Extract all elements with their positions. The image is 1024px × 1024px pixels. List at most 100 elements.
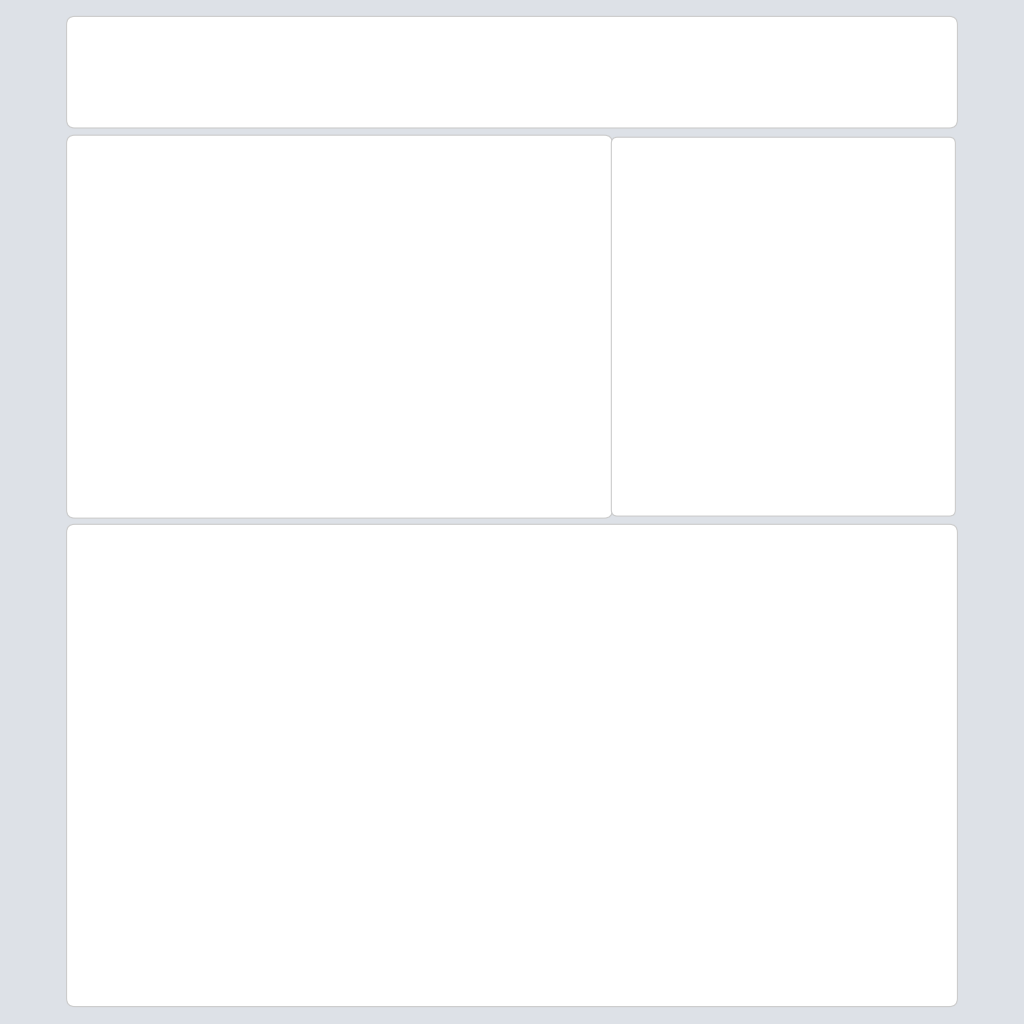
Text: 1,597: 1,597 <box>555 870 578 880</box>
Text: CT: CT <box>534 275 541 280</box>
Text: 1,049: 1,049 <box>714 870 736 880</box>
Text: 35: 35 <box>567 843 578 852</box>
Bar <box>617 443 949 476</box>
Text: USD 9.90: USD 9.90 <box>382 952 419 962</box>
Bar <box>342 250 387 293</box>
Text: Reach: Reach <box>288 843 312 852</box>
Bar <box>515 281 527 311</box>
Bar <box>406 308 455 345</box>
Circle shape <box>546 641 558 647</box>
Text: OK: OK <box>332 349 339 353</box>
Circle shape <box>509 641 521 647</box>
Text: Clicks: Clicks <box>184 45 218 57</box>
Bar <box>457 292 485 329</box>
Text: Illinois, United States: Illinois, United States <box>631 486 756 500</box>
Text: 1,205: 1,205 <box>184 81 259 105</box>
Text: SD: SD <box>303 239 310 243</box>
Bar <box>457 357 485 394</box>
Bar <box>350 290 395 339</box>
Bar <box>757 608 900 806</box>
Bar <box>540 268 552 287</box>
Bar <box>438 413 479 486</box>
Circle shape <box>786 641 799 647</box>
Circle shape <box>392 666 401 670</box>
FancyBboxPatch shape <box>278 586 430 987</box>
Circle shape <box>148 666 157 670</box>
Text: Spend: Spend <box>288 952 313 962</box>
Bar <box>296 293 350 336</box>
Text: ME: ME <box>558 232 566 237</box>
Bar <box>492 296 517 321</box>
FancyBboxPatch shape <box>764 666 893 778</box>
Text: RI: RI <box>543 275 548 280</box>
Circle shape <box>862 641 874 647</box>
Text: VT: VT <box>534 245 541 249</box>
Circle shape <box>825 641 838 647</box>
Text: Impressions: Impressions <box>130 870 178 880</box>
Text: Reach: Reach <box>605 843 630 852</box>
Bar <box>506 296 519 321</box>
Text: 20: 20 <box>884 843 894 852</box>
Text: Spend: Spend <box>763 952 788 962</box>
Text: 24: 24 <box>921 220 936 233</box>
Text: MI: MI <box>435 245 441 249</box>
Text: USD 13.38: USD 13.38 <box>693 952 736 962</box>
Text: NE: NE <box>311 275 318 280</box>
Text: TX: TX <box>315 404 323 409</box>
Text: IA: IA <box>361 269 367 273</box>
Circle shape <box>551 666 559 670</box>
Text: Colorado, United States: Colorado, United States <box>631 387 771 400</box>
Text: WI: WI <box>393 239 400 243</box>
Text: 24: 24 <box>921 287 936 300</box>
Text: NM: NM <box>257 361 266 366</box>
Text: 567: 567 <box>721 926 736 934</box>
Circle shape <box>824 666 833 670</box>
Bar <box>401 332 451 362</box>
Text: Spend: Spend <box>446 952 472 962</box>
Text: KY: KY <box>426 325 434 329</box>
Text: 26: 26 <box>921 387 936 400</box>
Bar <box>599 608 742 806</box>
Bar <box>440 608 584 806</box>
Text: LA: LA <box>377 411 384 415</box>
Text: KS: KS <box>319 312 327 316</box>
Text: 301: 301 <box>880 926 894 934</box>
Text: CTR (%): CTR (%) <box>605 898 637 907</box>
Bar <box>387 259 416 321</box>
Text: 3.21%: 3.21% <box>868 898 894 907</box>
Bar <box>241 284 290 333</box>
Bar <box>228 234 269 284</box>
Bar <box>288 256 342 299</box>
Text: Spend: Spend <box>605 952 630 962</box>
Text: Reach: Reach <box>288 926 312 934</box>
Text: 2.57%: 2.57% <box>711 898 736 907</box>
Text: COST: COST <box>814 45 846 57</box>
Text: WV: WV <box>467 308 476 313</box>
Text: UT: UT <box>212 300 219 304</box>
Text: CTR (%): CTR (%) <box>446 898 478 907</box>
Bar <box>459 333 500 370</box>
Bar <box>379 213 416 268</box>
Text: CTR (%): CTR (%) <box>288 898 321 907</box>
Text: Impressions: Impressions <box>605 870 653 880</box>
Bar <box>360 388 401 437</box>
Circle shape <box>172 641 184 647</box>
Text: 23,122: 23,122 <box>402 81 494 105</box>
Bar <box>200 185 257 234</box>
Circle shape <box>229 641 242 647</box>
Circle shape <box>191 666 200 670</box>
Text: 26: 26 <box>921 454 936 467</box>
Text: IL: IL <box>398 288 403 292</box>
Text: Reach: Reach <box>130 926 155 934</box>
Bar <box>308 330 362 373</box>
Text: 5,544: 5,544 <box>239 926 261 934</box>
Text: 162: 162 <box>404 843 419 852</box>
Text: Reach: Reach <box>605 926 630 934</box>
Text: OR: OR <box>138 245 145 249</box>
Bar <box>465 308 510 345</box>
Circle shape <box>193 641 205 647</box>
Text: New York, United States: New York, United States <box>631 287 772 300</box>
Bar <box>529 253 554 278</box>
Bar <box>123 182 160 225</box>
Text: MT: MT <box>224 208 232 212</box>
